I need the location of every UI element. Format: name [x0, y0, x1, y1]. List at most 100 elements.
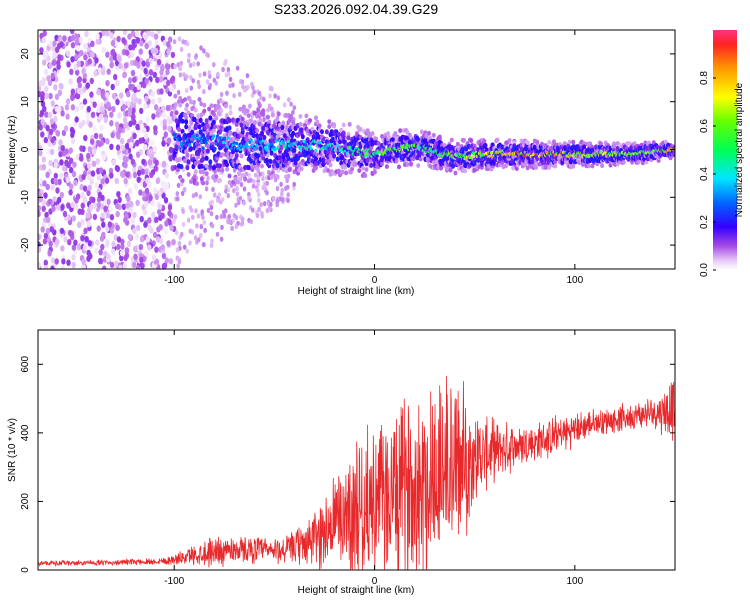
heatmap-cell — [115, 224, 120, 232]
heatmap-cell — [230, 225, 234, 231]
heatmap-cell — [122, 116, 128, 124]
figure-title: S233.2026.092.04.39.G29 — [274, 1, 438, 17]
heatmap-cell — [327, 124, 332, 129]
heatmap-cell — [291, 130, 296, 136]
heatmap-cell — [83, 134, 88, 142]
heatmap-cell — [121, 203, 127, 210]
heatmap-cell — [217, 111, 222, 117]
heatmap-cell — [45, 183, 50, 191]
heatmap-cell — [238, 106, 243, 112]
heatmap-cell — [192, 61, 196, 67]
heatmap-cell — [87, 146, 93, 153]
heatmap-cell — [52, 59, 57, 66]
heatmap-plot-area — [38, 30, 675, 269]
heatmap-cell — [79, 60, 85, 68]
heatmap-y-axis-label: Frequency (Hz) — [7, 116, 18, 185]
heatmap-cell — [245, 122, 250, 127]
heatmap-cell — [224, 184, 229, 190]
heatmap-cell — [82, 43, 88, 50]
heatmap-cell — [38, 205, 41, 212]
heatmap-cell — [199, 45, 203, 51]
heatmap-cell — [440, 146, 445, 152]
heatmap-cell — [115, 202, 120, 210]
heatmap-cell — [265, 148, 269, 152]
heatmap-cell — [257, 121, 262, 127]
heatmap-cell — [48, 128, 54, 135]
heatmap-cell — [96, 225, 101, 232]
heatmap-cell — [285, 124, 289, 130]
heatmap-cell — [314, 148, 318, 153]
heatmap-cell — [256, 192, 261, 198]
heatmap-cell — [47, 139, 52, 147]
heatmap-cell — [70, 104, 76, 111]
heatmap-cell — [226, 193, 231, 199]
heatmap-cell — [357, 168, 362, 174]
heatmap-cell — [144, 78, 149, 85]
heatmap-cell — [246, 113, 251, 118]
heatmap-cell — [193, 107, 198, 113]
snr-y-axis-label: SNR (10 * v/v) — [7, 418, 18, 482]
heatmap-cell — [208, 115, 213, 121]
heatmap-cell — [257, 90, 262, 97]
heatmap-cell — [189, 120, 194, 126]
heatmap-cell — [93, 202, 98, 210]
heatmap-cell — [135, 139, 140, 147]
heatmap-cell — [194, 53, 198, 59]
colorbar-tick-label: 0.4 — [699, 167, 710, 181]
heatmap-cell — [60, 204, 65, 211]
heatmap-cell — [162, 124, 167, 131]
heatmap-cell — [55, 238, 60, 245]
heatmap-cell — [386, 131, 391, 137]
heatmap-cell — [177, 36, 182, 42]
heatmap-cell — [672, 151, 675, 157]
heatmap-cell — [286, 139, 290, 144]
heatmap-cell — [256, 168, 261, 174]
heatmap-cell — [640, 160, 645, 166]
heatmap-cell — [40, 118, 45, 126]
heatmap-cell — [214, 174, 219, 180]
heatmap-cell — [136, 224, 141, 232]
heatmap-cell — [132, 261, 137, 269]
heatmap-cell — [289, 143, 293, 147]
heatmap-cell — [266, 130, 270, 136]
heatmap-cell — [105, 30, 110, 37]
heatmap-cell — [116, 191, 121, 198]
heatmap-cell — [97, 140, 103, 148]
heatmap-cell — [67, 239, 72, 246]
heatmap-cell — [185, 248, 189, 254]
heatmap-cell — [253, 146, 257, 151]
heatmap-cell — [182, 244, 187, 250]
heatmap-cell — [111, 248, 116, 255]
heatmap-cell — [158, 224, 163, 231]
heatmap-cell — [47, 198, 53, 205]
heatmap-cell — [280, 124, 285, 131]
heatmap-cell — [176, 62, 180, 68]
heatmap-cell — [398, 128, 403, 134]
heatmap-cell — [299, 127, 304, 133]
heatmap-cell — [245, 73, 250, 79]
heatmap-cell — [251, 164, 256, 170]
heatmap-cell — [235, 65, 240, 71]
heatmap-cell — [229, 153, 234, 159]
heatmap-cell — [299, 166, 304, 172]
heatmap-cell — [275, 185, 280, 192]
heatmap-cell — [76, 60, 81, 68]
heatmap-cell — [205, 79, 210, 85]
heatmap-cell — [71, 254, 76, 261]
heatmap-cell — [519, 138, 524, 144]
heatmap-cell — [80, 235, 85, 242]
heatmap-cell — [267, 119, 272, 125]
heatmap-cell — [44, 50, 49, 57]
heatmap-cell — [74, 106, 80, 113]
heatmap-cell — [304, 113, 309, 119]
heatmap-cell — [145, 116, 150, 123]
heatmap-cell — [182, 187, 187, 193]
heatmap-cell — [148, 69, 154, 76]
heatmap-cell — [46, 148, 51, 155]
heatmap-cell — [143, 102, 148, 110]
heatmap-cell — [145, 236, 151, 243]
heatmap-cell — [89, 178, 94, 185]
heatmap-cell — [164, 182, 170, 189]
heatmap-cell — [273, 93, 277, 99]
heatmap-cell — [108, 205, 113, 212]
